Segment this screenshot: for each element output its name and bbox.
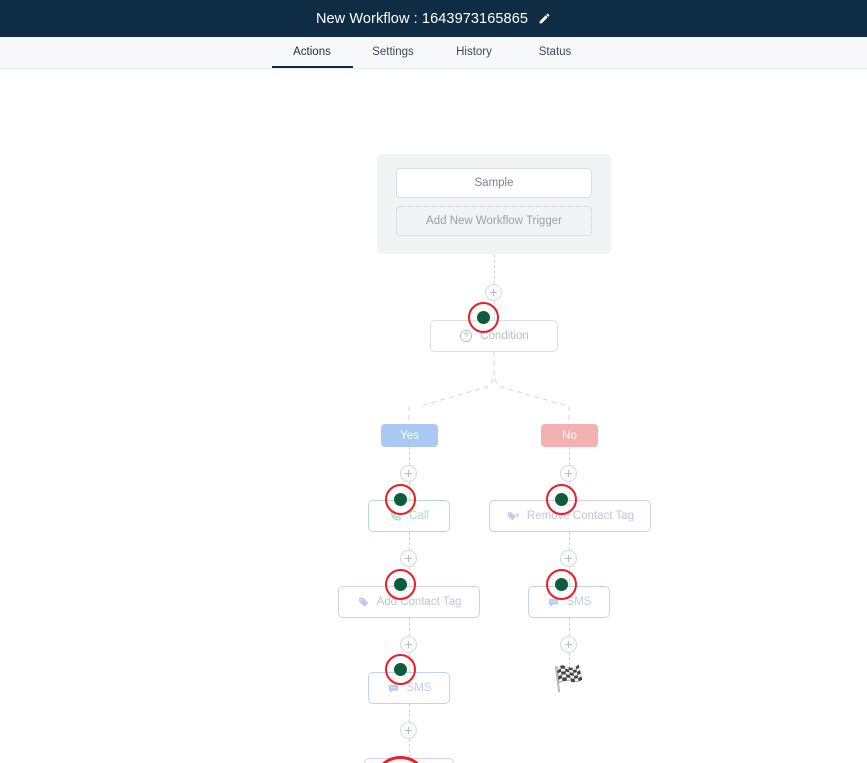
tag-remove-icon (506, 510, 520, 523)
annotation-marker-remove-contact-tag (546, 484, 577, 515)
annotation-dot (555, 578, 568, 591)
node-remove-contact-tag-label: Remove Contact Tag (526, 510, 635, 522)
branch-badge-yes[interactable]: Yes (381, 424, 438, 447)
add-step-button-yes-1[interactable] (400, 465, 417, 482)
connector-plus4-goto (409, 739, 410, 758)
add-step-button-no-1[interactable] (560, 465, 577, 482)
chat-icon (387, 682, 400, 695)
connector-plus3-endflag (569, 653, 570, 669)
tab-actions[interactable]: Actions (271, 37, 353, 68)
node-condition[interactable]: Condition (430, 320, 558, 352)
tab-actions-label: Actions (293, 45, 331, 58)
connector-yes-plus1 (409, 447, 410, 465)
add-step-button-trigger[interactable] (485, 284, 502, 301)
branch-badge-yes-label: Yes (400, 429, 419, 442)
branch-badge-no[interactable]: No (541, 424, 598, 447)
workflow-canvas: Sample Add New Workflow Trigger Conditio… (0, 69, 867, 763)
connector-call-plus2 (409, 532, 410, 550)
node-call-label: Call (409, 510, 429, 522)
pencil-icon[interactable] (538, 12, 551, 25)
annotation-dot (477, 311, 490, 324)
tab-bar: Actions Settings History Status (0, 37, 867, 69)
annotation-dot (394, 578, 407, 591)
add-step-button-yes-4[interactable] (400, 722, 417, 739)
annotation-marker-add-contact-tag (385, 569, 416, 600)
chat-icon (547, 596, 560, 609)
end-of-branch-flag-icon: 🏁 (553, 667, 584, 692)
add-step-button-yes-2[interactable] (400, 550, 417, 567)
tab-status-label: Status (538, 45, 572, 58)
question-circle-icon (459, 329, 473, 343)
branch-badge-no-label: No (562, 429, 577, 442)
tab-status[interactable]: Status (515, 37, 596, 68)
add-new-workflow-trigger-label: Add New Workflow Trigger (426, 215, 562, 227)
connector-sms-plus4 (409, 704, 410, 722)
annotation-marker-sms-yes (385, 654, 416, 685)
annotation-marker-call (385, 484, 416, 515)
end-of-branch-flag-glyph: 🏁 (553, 665, 585, 693)
connector-removetag-plus2 (569, 532, 570, 550)
trigger-sample[interactable]: Sample (396, 168, 592, 198)
node-condition-label: Condition (480, 330, 529, 342)
annotation-dot (394, 663, 407, 676)
window-titlebar: New Workflow : 1643973165865 (0, 0, 867, 37)
node-sms-yes-label: SMS (406, 682, 432, 694)
annotation-dot (555, 493, 568, 506)
add-step-button-yes-3[interactable] (400, 636, 417, 653)
tab-history-label: History (456, 45, 492, 58)
trigger-sample-label: Sample (474, 177, 514, 189)
add-new-workflow-trigger-button[interactable]: Add New Workflow Trigger (396, 206, 592, 236)
connector-no-plus1 (569, 447, 570, 465)
connector-trigger-condition (494, 254, 495, 284)
workflow-trigger-panel: Sample Add New Workflow Trigger (377, 154, 611, 254)
add-step-button-no-2[interactable] (560, 550, 577, 567)
connector-addtag-plus3 (409, 618, 410, 636)
node-add-contact-tag-label: Add Contact Tag (376, 596, 462, 608)
node-call[interactable]: Call (368, 500, 450, 532)
annotation-dot (394, 493, 407, 506)
tab-settings-label: Settings (372, 45, 414, 58)
connector-sms-no-plus3 (569, 618, 570, 636)
node-sms-no-label: SMS (566, 596, 592, 608)
add-step-button-no-3[interactable] (560, 636, 577, 653)
tag-icon (357, 596, 370, 609)
annotation-marker-sms-no (546, 569, 577, 600)
tab-settings[interactable]: Settings (353, 37, 434, 68)
page-title: New Workflow : 1643973165865 (315, 10, 529, 27)
tab-history[interactable]: History (434, 37, 515, 68)
annotation-marker-condition (468, 302, 499, 333)
